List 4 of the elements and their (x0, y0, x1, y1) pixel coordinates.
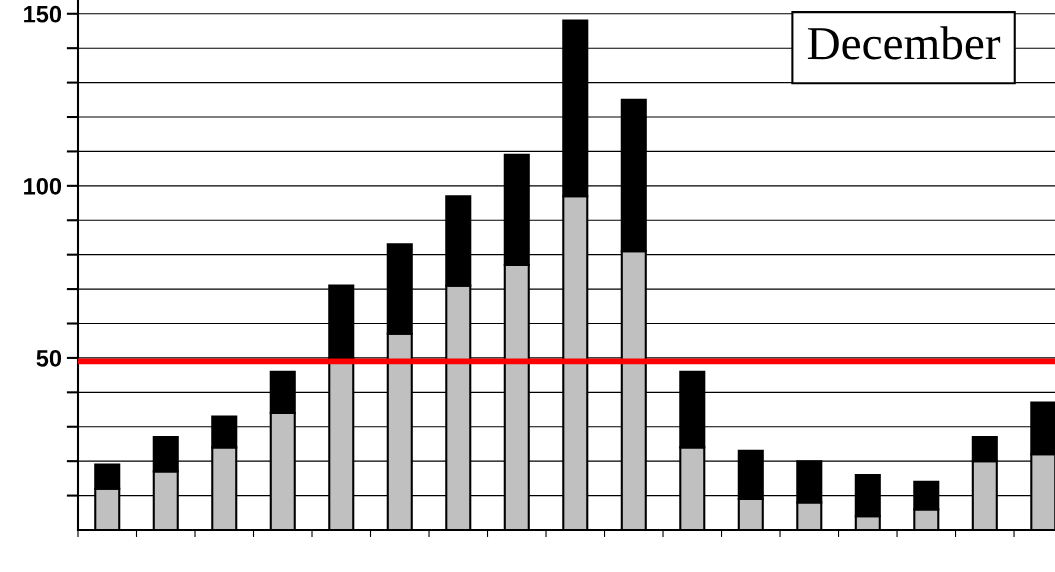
y-tick-label: 50 (36, 349, 62, 367)
annotation: December (807, 26, 1001, 60)
y-tick-label: 100 (24, 177, 62, 195)
y-tick-label: 150 (24, 5, 62, 23)
